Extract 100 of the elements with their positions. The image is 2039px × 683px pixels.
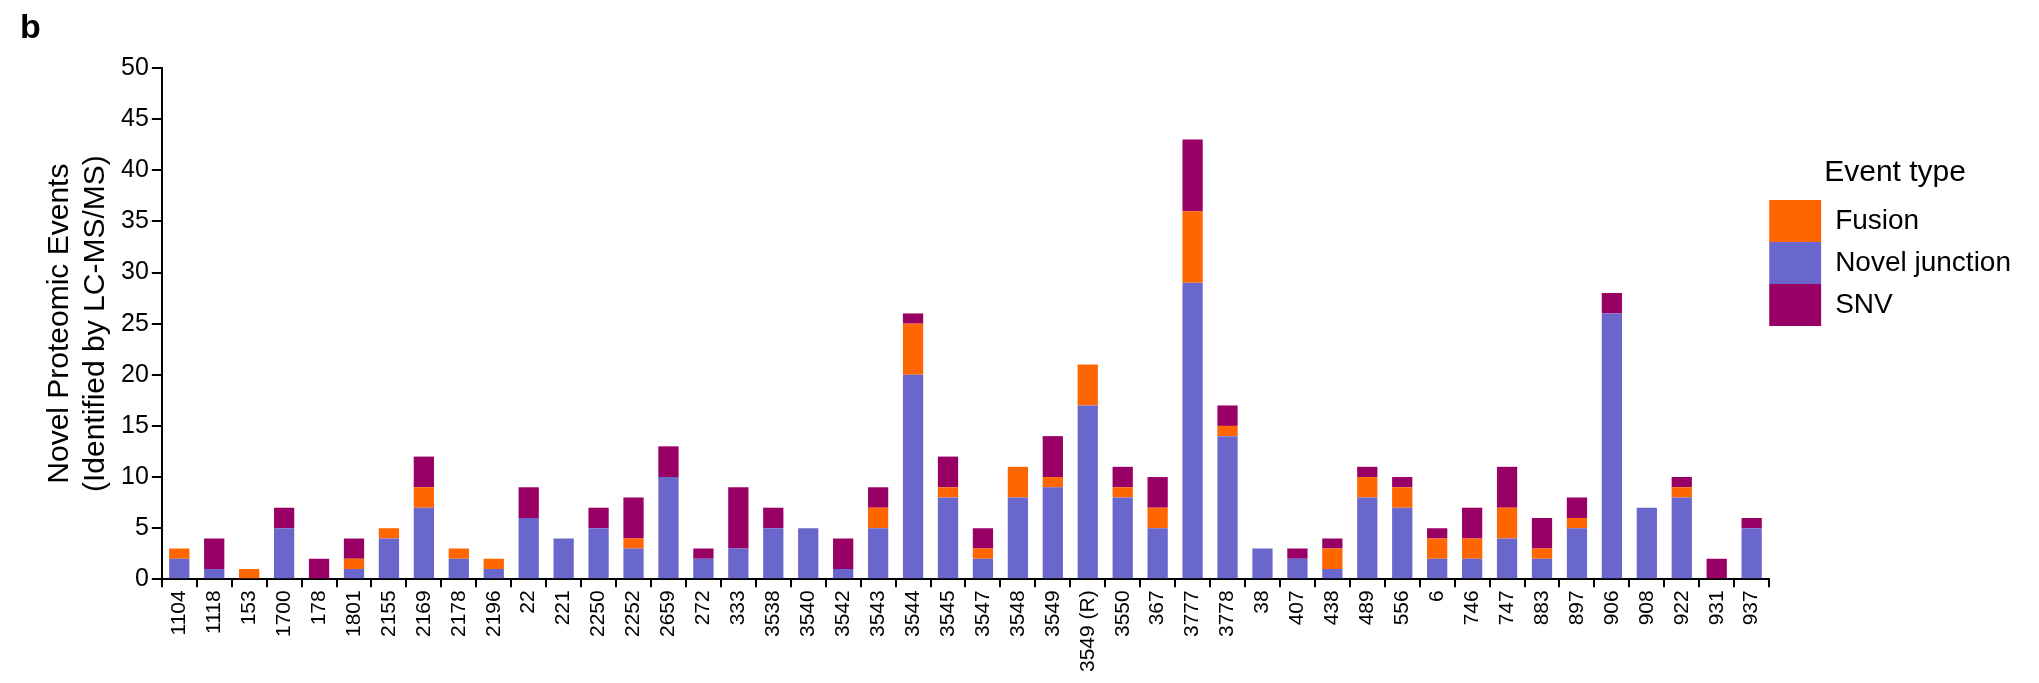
legend-title: Event type (1824, 154, 1966, 188)
bar (1461, 558, 1483, 579)
x-tick-label: 407 (1284, 590, 1308, 626)
y-tick-label: 45 (121, 103, 149, 132)
bar (1147, 507, 1168, 529)
bar (902, 374, 924, 579)
bar (728, 487, 749, 549)
bar (343, 558, 365, 570)
bar (518, 487, 539, 518)
bar (1671, 497, 1692, 579)
bar (1566, 517, 1588, 529)
bar (1252, 548, 1273, 579)
x-tick-label: 3548 (1004, 590, 1028, 638)
bar (658, 477, 679, 579)
bar (867, 487, 889, 508)
bar (273, 507, 295, 529)
bar (1007, 466, 1029, 498)
bar (413, 456, 434, 488)
bar (1671, 477, 1692, 488)
bar (867, 528, 889, 579)
bar (1706, 558, 1727, 579)
bar (378, 538, 400, 579)
bar (972, 528, 994, 549)
bar (518, 517, 539, 579)
x-tick-label: 3544 (899, 589, 923, 638)
bar (343, 569, 365, 579)
bar (693, 558, 714, 579)
bar (413, 507, 434, 579)
bar (1112, 487, 1133, 498)
bar (1147, 477, 1168, 508)
bar (1427, 528, 1448, 539)
x-tick-label: 2196 (480, 590, 504, 638)
bar (483, 558, 504, 570)
bar (204, 538, 225, 570)
x-tick-label: 747 (1493, 590, 1517, 626)
x-tick-label: 3549 (R) (1074, 590, 1098, 672)
bar (1357, 497, 1378, 579)
y-tick-label: 20 (121, 358, 149, 387)
y-tick-label: 10 (121, 460, 149, 489)
y-tick-label: 35 (121, 205, 149, 234)
x-tick-label: 1104 (166, 589, 190, 636)
legend-label: SNV (1835, 287, 1894, 319)
bar (1601, 313, 1623, 579)
bar (937, 456, 959, 488)
bar (1077, 405, 1098, 579)
bar (204, 569, 225, 579)
bar (1042, 477, 1063, 488)
bar (273, 528, 295, 579)
x-tick-label: 746 (1458, 590, 1482, 626)
bar (1636, 507, 1657, 579)
bar (1427, 538, 1448, 559)
bar (343, 538, 365, 559)
x-tick-label: 908 (1633, 590, 1657, 626)
bar (308, 558, 330, 579)
bar (763, 528, 784, 579)
bar (763, 507, 784, 529)
bar (1147, 528, 1168, 579)
bar (937, 487, 959, 498)
x-tick-label: 3540 (795, 590, 819, 638)
bar (1042, 436, 1063, 478)
bar (1427, 558, 1448, 579)
x-tick-label: 3543 (864, 590, 888, 638)
x-tick-label: 3542 (829, 590, 853, 638)
bar (1357, 477, 1378, 498)
x-tick-label: 272 (690, 590, 714, 626)
bar (588, 507, 609, 529)
bar (413, 487, 434, 508)
bar (902, 323, 924, 375)
bar (1392, 507, 1413, 579)
bar (378, 528, 400, 539)
x-tick-label: 3778 (1214, 590, 1238, 638)
x-tick-label: 937 (1738, 590, 1762, 626)
y-tick-label: 50 (121, 51, 149, 80)
bar (448, 558, 469, 579)
bar (798, 528, 819, 579)
x-tick-label: 1700 (270, 590, 294, 638)
text: b (20, 7, 41, 46)
bar (1322, 569, 1343, 579)
bar (483, 569, 504, 579)
bar (1496, 507, 1518, 539)
x-tick-label: 178 (305, 590, 329, 626)
x-tick-label: 931 (1703, 590, 1727, 626)
x-tick-label: 367 (1144, 590, 1168, 626)
legend-label: Novel junction (1835, 245, 2011, 277)
bar (1566, 528, 1588, 579)
bar (588, 528, 609, 579)
x-tick-label: 221 (550, 590, 574, 626)
x-tick-label: 2155 (375, 590, 399, 638)
bar (1496, 538, 1518, 579)
bar (937, 497, 959, 579)
bar (1496, 466, 1518, 508)
bar (1287, 558, 1308, 579)
bar (1042, 487, 1063, 579)
x-tick-label: 2169 (410, 590, 434, 638)
y-tick-label: 5 (134, 512, 149, 541)
bar (833, 569, 854, 579)
y-tick-label: 0 (134, 563, 149, 592)
bar (1112, 497, 1133, 579)
bar (1007, 497, 1029, 579)
bar (169, 558, 190, 579)
